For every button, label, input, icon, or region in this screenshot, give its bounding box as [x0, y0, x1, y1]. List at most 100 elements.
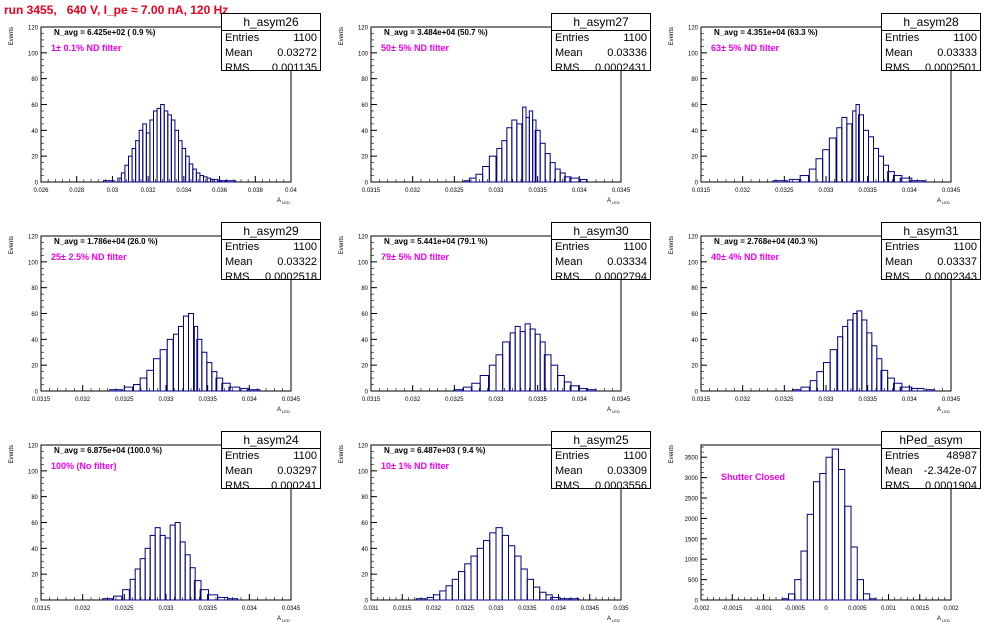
- histogram-bin: [838, 468, 846, 601]
- y-tick-label: 1500: [685, 537, 699, 543]
- histogram-bin: [837, 336, 844, 392]
- histogram-bin: [146, 369, 154, 392]
- histogram-bin: [887, 377, 895, 392]
- stats-key: Entries: [555, 241, 590, 253]
- histogram-bin: [563, 381, 572, 392]
- y-tick-label: 120: [28, 26, 39, 32]
- stats-row-mean: Mean 0.03272: [225, 47, 317, 60]
- histogram-bin: [850, 546, 858, 601]
- y-tick-label: 40: [31, 129, 38, 135]
- stats-key: RMS: [555, 62, 580, 74]
- stats-key: RMS: [885, 480, 910, 492]
- histogram-bin: [138, 129, 144, 183]
- histogram-bin: [519, 331, 526, 392]
- histogram-panel: 0 20 40 60 80 100 120 0.0315 0.032 0.0325 0.033 0.0…: [339, 235, 631, 415]
- histogram-bin: [463, 386, 473, 392]
- y-tick-label: 80: [361, 495, 368, 501]
- histogram-bin: [174, 522, 181, 601]
- histogram-bin: [213, 178, 219, 183]
- stats-box: h_asym27 Entries 1100 Mean 0.03336 RMS 0.00024…: [551, 13, 651, 74]
- filter-note: 25± 2.5% ND filter: [51, 252, 127, 262]
- stats-value: 1100: [623, 450, 647, 462]
- histogram-bin: [511, 119, 518, 183]
- stats-row-mean: Mean 0.03333: [885, 47, 977, 60]
- x-tick-label: 0.0315: [393, 606, 412, 612]
- n-avg-label: N_avg = 1.786e+04 (26.0 %): [54, 237, 158, 246]
- histogram-bin: [828, 137, 837, 183]
- stats-row-rms: RMS 0.0002518: [225, 271, 317, 284]
- x-tick-label: 0.026: [33, 188, 49, 194]
- stats-row-rms: RMS 0.0002343: [885, 271, 977, 284]
- y-tick-label: 2000: [685, 517, 699, 523]
- y-tick-label: 20: [361, 573, 368, 579]
- y-tick-label: 60: [31, 103, 38, 109]
- x-tick-label: 0.0315: [362, 188, 381, 194]
- histogram-bin: [476, 547, 484, 601]
- histogram-bin: [899, 177, 913, 183]
- y-tick-label: 3000: [685, 476, 699, 482]
- histogram-bin: [569, 177, 580, 183]
- x-tick-label: 0.034: [176, 188, 192, 194]
- histogram-name: h_asym28: [882, 14, 980, 31]
- histogram-bin: [470, 555, 478, 601]
- x-tick-label: 0.0015: [911, 606, 930, 612]
- histogram-bin: [134, 568, 141, 601]
- histogram-bin: [502, 341, 510, 392]
- histogram-name: h_asym31: [882, 223, 980, 240]
- x-tick-label: 0.035: [613, 606, 629, 612]
- stats-key: Entries: [555, 450, 590, 462]
- y-tick-label: 60: [361, 103, 368, 109]
- stats-value: 0.001135: [271, 62, 317, 74]
- histogram-bin: [792, 389, 802, 392]
- histogram-name: h_asym26: [222, 14, 320, 31]
- histogram-bin: [166, 338, 174, 392]
- histogram-bin: [871, 345, 878, 392]
- y-axis-title: Events: [669, 236, 675, 254]
- stats-value: 1100: [953, 241, 977, 253]
- histogram-bin: [856, 579, 864, 601]
- histogram-bin: [170, 119, 176, 183]
- y-tick-label: 100: [358, 51, 369, 57]
- histogram-bin: [844, 505, 852, 601]
- histogram-bin: [539, 341, 546, 392]
- histogram-bin: [524, 323, 531, 392]
- histogram-bin: [910, 180, 926, 183]
- histogram-bin: [149, 119, 155, 183]
- x-tick-label: 0.032: [426, 606, 442, 612]
- y-tick-label: 60: [31, 312, 38, 318]
- stats-value: 1100: [623, 241, 647, 253]
- histogram-bin: [488, 155, 497, 183]
- histogram-bin: [183, 315, 189, 392]
- y-tick-label: 40: [361, 338, 368, 344]
- histogram-bin: [153, 110, 158, 183]
- histogram-bin: [866, 332, 873, 392]
- y-axis-title: Events: [669, 27, 675, 45]
- y-tick-label: 100: [688, 260, 699, 266]
- y-tick-label: 60: [361, 521, 368, 527]
- y-tick-label: 20: [31, 573, 38, 579]
- histogram-panel: 0 20 40 60 80 100 120 0.026 0.028 0.03 0.032 0.034 0…: [9, 26, 297, 206]
- stats-key: Mean: [225, 465, 253, 477]
- histogram-bin: [520, 568, 528, 601]
- histogram-bin: [139, 558, 146, 601]
- histogram-bin: [925, 389, 935, 392]
- y-tick-label: 120: [28, 235, 39, 241]
- histogram-bin: [534, 333, 541, 392]
- x-tick-label: 0.001: [881, 606, 897, 612]
- x-tick-label: 0.0325: [456, 606, 475, 612]
- n-avg-label: N_avg = 2.768e+04 (40.3 %): [714, 237, 818, 246]
- histogram-bin: [514, 555, 522, 601]
- histogram-panel: 0 20 40 60 80 100 120 0.0315 0.032 0.0325 0.033 0.0…: [669, 235, 961, 415]
- histogram-bin: [189, 567, 196, 601]
- x-tick-label: 0.0325: [445, 188, 464, 194]
- histogram-bin: [224, 180, 237, 183]
- y-axis-title: Events: [9, 445, 15, 463]
- y-tick-label: 120: [358, 26, 369, 32]
- y-tick-label: 80: [361, 77, 368, 83]
- stats-box: h_asym29 Entries 1100 Mean 0.03322 RMS 0.00025…: [221, 222, 321, 283]
- histogram-bin: [550, 364, 559, 392]
- histogram-bin: [800, 550, 808, 601]
- histogram-bin: [149, 534, 156, 601]
- histogram-bin: [868, 136, 874, 183]
- histogram-bin: [488, 364, 497, 392]
